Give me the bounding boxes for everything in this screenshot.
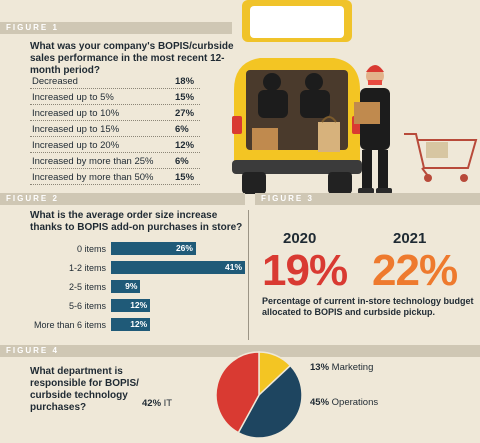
pie-label-marketing: 13% Marketing: [310, 362, 373, 373]
row-label: Increased by more than 50%: [32, 172, 154, 183]
row-value: 15%: [175, 92, 195, 103]
box-icon: [252, 128, 278, 150]
table-row: Increased by more than 25% 6%: [30, 154, 200, 169]
bar: 12%: [111, 299, 151, 312]
figure3-tag: FIGURE 3: [255, 193, 480, 205]
row-label: Increased up to 20%: [32, 140, 120, 151]
pie-category-label: Marketing: [331, 362, 374, 373]
tail-light: [232, 116, 242, 134]
row-value: 18%: [175, 76, 195, 87]
passenger-icon: [305, 73, 323, 91]
pie-value-label: 13%: [310, 362, 330, 373]
shopping-cart-icon: [404, 133, 478, 182]
table-row: Increased up to 5% 15%: [30, 90, 200, 105]
bar-category-label: More than 6 items: [33, 320, 106, 330]
curbside-illustration: [232, 0, 478, 194]
figure3-caption: Percentage of current in-store technolog…: [262, 296, 474, 317]
figure4-question: What department is responsible for BOPIS…: [30, 366, 139, 413]
bar-value-label: 9%: [125, 281, 138, 291]
passenger-icon: [263, 73, 281, 91]
bar-value-label: 12%: [130, 319, 148, 329]
figure1-tag: FIGURE 1: [0, 22, 232, 34]
value-2021: 22%: [372, 246, 458, 295]
figure4-tag: FIGURE 4: [0, 345, 480, 357]
bar: 9%: [111, 280, 141, 293]
figure1-question: What was your company's BOPIS/curbside s…: [30, 41, 234, 76]
shopping-bag-icon: [318, 122, 340, 152]
pie-slice-it: [215, 351, 260, 434]
value-2020: 19%: [262, 246, 348, 295]
row-label: Decreased: [32, 76, 78, 87]
figure2-question: What is the average order size increase …: [30, 210, 243, 233]
bar-value-label: 12%: [130, 300, 148, 310]
pie-category-label: Operations: [331, 397, 379, 408]
table-row: Increased up to 10% 27%: [30, 106, 200, 121]
pie-value-label: 42%: [142, 398, 162, 409]
row-label: Increased up to 5%: [32, 92, 114, 103]
pie-slice-operations: [237, 364, 303, 439]
row-label: Increased by more than 25%: [32, 156, 154, 167]
table-row: Increased by more than 50% 15%: [30, 170, 200, 185]
pie-label-operations: 45% Operations: [310, 397, 378, 408]
bumper: [232, 160, 362, 174]
bar: 12%: [111, 318, 151, 331]
bar-value-label: 26%: [175, 243, 193, 253]
department-pie-chart: [215, 351, 303, 439]
pie-label-it: 42% IT: [142, 398, 172, 409]
bar-category-label: 0 items: [76, 244, 106, 254]
bar: 41%: [111, 261, 245, 274]
wheel-icon: [328, 172, 352, 194]
row-value: 15%: [175, 172, 195, 183]
bar-category-label: 1-2 items: [68, 263, 106, 273]
divider: [248, 210, 249, 340]
trunk-window: [250, 6, 344, 38]
row-value: 6%: [175, 124, 189, 135]
table-row: Decreased 18%: [30, 74, 200, 89]
box-icon: [354, 102, 380, 124]
row-label: Increased up to 15%: [32, 124, 120, 135]
figure2-tag: FIGURE 2: [0, 193, 245, 205]
pie-value-label: 45%: [310, 397, 330, 408]
pie-category-label: IT: [163, 398, 173, 409]
wheel-icon: [242, 172, 266, 194]
row-value: 12%: [175, 140, 195, 151]
bar: 26%: [111, 242, 196, 255]
table-row: Increased up to 15% 6%: [30, 122, 200, 137]
year-2021: 2021: [393, 230, 427, 247]
table-row: Increased up to 20% 12%: [30, 138, 200, 153]
row-label: Increased up to 10%: [32, 108, 120, 119]
row-value: 6%: [175, 156, 189, 167]
bar-category-label: 2-5 items: [68, 282, 106, 292]
year-2020: 2020: [283, 230, 317, 247]
bar-category-label: 5-6 items: [68, 301, 106, 311]
bar-value-label: 41%: [224, 262, 242, 272]
row-value: 27%: [175, 108, 195, 119]
